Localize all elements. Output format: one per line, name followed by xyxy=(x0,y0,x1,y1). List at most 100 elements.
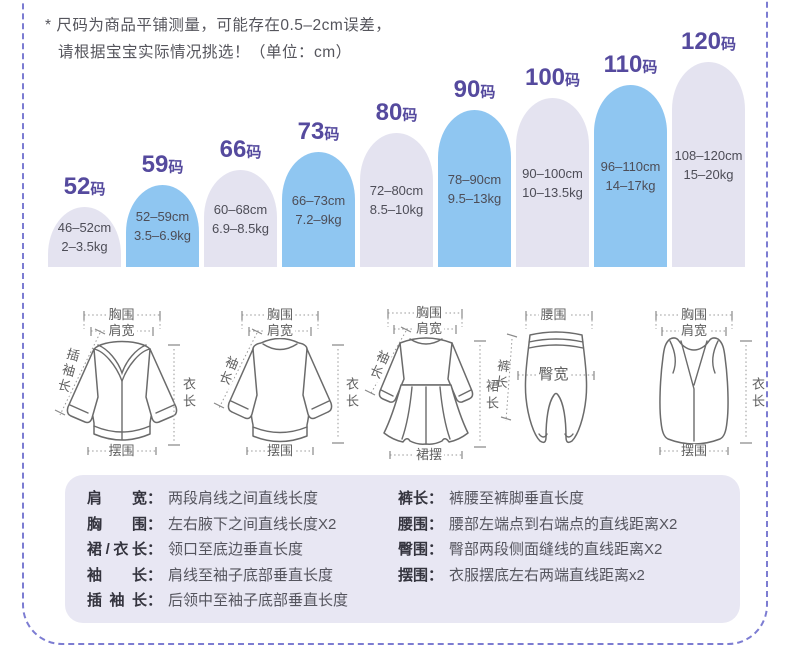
size-unit: 码 xyxy=(642,59,658,76)
size-number: 80 xyxy=(375,99,403,126)
size-column-80: 80码 72–80cm 8.5–10kg xyxy=(360,99,433,267)
size-number: 120 xyxy=(680,28,722,55)
size-number: 73 xyxy=(297,118,325,145)
size-label: 52码 xyxy=(64,173,106,201)
legend-row: 腰围： 腰部左端点到右端点的直线距离X2 xyxy=(398,512,677,538)
legend-row: 插袖长： 后领中至袖子底部垂直长度 xyxy=(87,588,348,614)
legend-row: 肩宽： 两段肩线之间直线长度 xyxy=(87,486,348,512)
height-range: 46–52cm xyxy=(57,220,112,235)
label-garment-length: 衣长 xyxy=(750,377,765,411)
size-unit: 码 xyxy=(246,144,262,161)
size-bar: 72–80cm 8.5–10kg xyxy=(360,133,433,267)
legend-desc: 领口至底边垂直长度 xyxy=(168,541,304,559)
size-column-100: 100码 90–100cm 10–13.5kg xyxy=(516,64,589,267)
size-number: 90 xyxy=(453,76,481,103)
size-number: 100 xyxy=(524,64,566,91)
size-label: 66码 xyxy=(220,136,262,164)
label-garment-length: 衣长 xyxy=(344,377,359,411)
weight-range: 9.5–13kg xyxy=(447,190,502,206)
size-column-120: 120码 108–120cm 15–20kg xyxy=(672,28,745,267)
label-shoulder: 肩宽 xyxy=(413,321,445,336)
legend-desc: 衣服摆底左右两端直线距离x2 xyxy=(449,566,645,584)
size-bar: 96–110cm 14–17kg xyxy=(594,85,667,267)
weight-range: 10–13.5kg xyxy=(522,184,583,200)
sweater-drawing xyxy=(213,311,344,455)
legend-row: 裤长： 裤腰至裤脚垂直长度 xyxy=(398,486,677,512)
size-label: 120码 xyxy=(681,28,736,56)
colon: ： xyxy=(147,541,163,559)
measurement-legend: 肩宽： 两段肩线之间直线长度 胸围： 左右腋下之间直线长度X2 裙/衣长： 领口至底边… xyxy=(65,475,740,623)
size-bar: 90–100cm 10–13.5kg xyxy=(516,98,589,267)
legend-row: 胸围： 左右腋下之间直线长度X2 xyxy=(87,512,348,538)
size-column-90: 90码 78–90cm 9.5–13kg xyxy=(438,76,511,267)
diagram-pants: 腰围 臀宽 裤长 xyxy=(492,303,611,463)
height-range: 96–110cm xyxy=(600,159,661,174)
size-column-73: 73码 66–73cm 7.2–9kg xyxy=(282,118,355,267)
weight-range: 2–3.5kg xyxy=(61,239,108,254)
legend-desc: 肩线至袖子底部垂直长度 xyxy=(168,566,334,584)
size-column-110: 110码 96–110cm 14–17kg xyxy=(594,51,667,267)
height-range: 66–73cm xyxy=(291,192,346,208)
colon: ： xyxy=(147,515,163,533)
legend-term: 腰围 xyxy=(398,515,429,533)
size-bar: 66–73cm 7.2–9kg xyxy=(282,152,355,267)
size-unit: 码 xyxy=(480,84,496,101)
legend-desc: 裤腰至裤脚垂直长度 xyxy=(449,490,585,507)
colon: ： xyxy=(147,566,163,584)
size-number: 59 xyxy=(141,151,169,178)
size-number: 52 xyxy=(63,173,91,200)
size-label: 100码 xyxy=(525,64,580,92)
legend-row: 摆围： 衣服摆底左右两端直线距离x2 xyxy=(398,563,677,589)
disclaimer-line1: * 尺码为商品平铺测量，可能存在0.5–2cm误差， xyxy=(45,17,392,34)
colon: ： xyxy=(147,592,163,610)
colon: ： xyxy=(428,541,444,559)
label-skirt-length: 裙长 xyxy=(484,379,499,413)
size-unit: 码 xyxy=(721,36,737,53)
legend-term: 臀围 xyxy=(398,541,429,559)
label-hem: 摆围 xyxy=(106,443,137,458)
size-number: 66 xyxy=(219,136,247,163)
size-bar: 46–52cm 2–3.5kg xyxy=(48,207,121,267)
disclaimer-line2: 请根据宝宝实际情况挑选！（单位：cm） xyxy=(58,44,352,61)
legend-term: 裙/衣长 xyxy=(87,541,147,559)
colon: ： xyxy=(428,566,444,584)
size-number: 110 xyxy=(603,51,643,78)
label-chest: 胸围 xyxy=(106,307,137,322)
size-label: 90码 xyxy=(454,76,496,104)
label-garment-length: 衣长 xyxy=(181,377,196,411)
disclaimer-note: * 尺码为商品平铺测量，可能存在0.5–2cm误差， 请根据宝宝实际情况挑选！（… xyxy=(45,12,391,66)
vest-drawing xyxy=(655,311,752,455)
legend-row: 裙/衣长： 领口至底边垂直长度 xyxy=(87,537,348,563)
height-range: 108–120cm xyxy=(674,147,743,163)
size-label: 80码 xyxy=(376,99,418,127)
size-unit: 码 xyxy=(90,181,106,198)
label-hem: 摆围 xyxy=(264,443,296,458)
label-shoulder: 肩宽 xyxy=(678,323,710,338)
legend-row: 袖长： 肩线至袖子底部垂直长度 xyxy=(87,563,348,589)
size-column-52: 52码 46–52cm 2–3.5kg xyxy=(48,173,121,267)
size-unit: 码 xyxy=(168,159,184,176)
legend-term: 裤长 xyxy=(398,490,429,507)
weight-range: 8.5–10kg xyxy=(369,202,424,217)
legend-term: 摆围 xyxy=(398,566,429,584)
diagram-sweater: 胸围 肩宽 袖长 衣长 摆围 xyxy=(205,303,359,463)
height-range: 90–100cm xyxy=(522,165,583,181)
size-label: 59码 xyxy=(142,151,184,179)
pants-drawing xyxy=(500,311,595,444)
size-unit: 码 xyxy=(324,126,340,143)
size-bar: 52–59cm 3.5–6.9kg xyxy=(126,185,199,267)
dress-drawing xyxy=(364,309,486,459)
legend-desc: 臀部两段侧面缝线的直线距离X2 xyxy=(449,541,663,559)
size-unit: 码 xyxy=(402,107,418,124)
size-bar: 78–90cm 9.5–13kg xyxy=(438,110,511,267)
legend-desc: 两段肩线之间直线长度 xyxy=(168,490,319,507)
legend-term: 插袖长 xyxy=(87,592,147,610)
colon: ： xyxy=(428,490,444,507)
colon: ： xyxy=(428,515,444,533)
weight-range: 3.5–6.9kg xyxy=(133,228,192,243)
size-label: 110码 xyxy=(604,51,658,79)
label-chest: 胸围 xyxy=(678,307,710,322)
diagram-vest: 胸围 肩宽 衣长 摆围 xyxy=(624,303,765,463)
legend-desc: 后领中至袖子底部垂直长度 xyxy=(168,592,349,610)
